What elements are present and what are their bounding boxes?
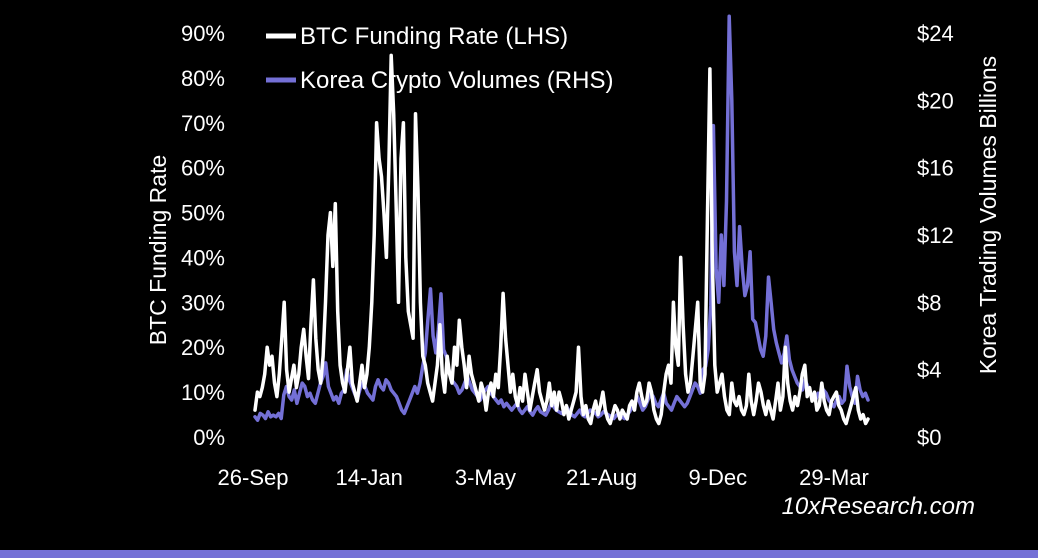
x-tick-label: 21-Aug [566,465,637,490]
bottom-accent-bar [0,550,1038,558]
x-tick-label: 9-Dec [688,465,747,490]
y-left-axis-title: BTC Funding Rate [145,155,171,345]
y-left-tick-label: 0% [193,425,225,450]
x-tick-label: 26-Sep [218,465,289,490]
y-right-tick-label: $24 [917,21,954,46]
x-tick-label: 29-Mar [799,465,869,490]
x-tick-label: 3-May [455,465,516,490]
x-tick-label: 14-Jan [336,465,403,490]
y-right-tick-label: $8 [917,290,941,315]
y-left-tick-label: 50% [181,201,225,226]
y-left-tick-label: 40% [181,245,225,270]
y-right-tick-label: $0 [917,425,941,450]
y-right-tick-label: $20 [917,88,954,113]
series-line-btc-funding-rate [253,53,870,426]
y-left-tick-label: 70% [181,111,225,136]
y-right-tick-label: $4 [917,358,941,383]
legend-label-korea-volumes: Korea Crypto Volumes (RHS) [300,67,613,94]
legend: BTC Funding Rate (LHS) Korea Crypto Volu… [266,23,613,94]
y-left-tick-label: 10% [181,380,225,405]
y-right-tick-label: $16 [917,156,954,181]
y-right-ticks: $0 $4 $8 $12 $16 $20 $24 [917,21,954,450]
y-right-axis-title: Korea Trading Volumes Billions [975,56,1001,374]
y-right-tick-label: $12 [917,223,954,248]
y-left-tick-label: 20% [181,335,225,360]
y-left-tick-label: 60% [181,156,225,181]
y-left-ticks: 0% 10% 20% 30% 40% 50% 60% 70% 80% 90% [181,21,225,450]
x-ticks: 26-Sep 14-Jan 3-May 21-Aug 9-Dec 29-Mar [218,465,869,490]
y-left-tick-label: 30% [181,290,225,315]
watermark: 10xResearch.com [782,493,975,520]
legend-label-btc-funding: BTC Funding Rate (LHS) [300,23,568,50]
y-left-tick-label: 90% [181,21,225,46]
series-layer [253,14,870,426]
y-left-tick-label: 80% [181,66,225,91]
